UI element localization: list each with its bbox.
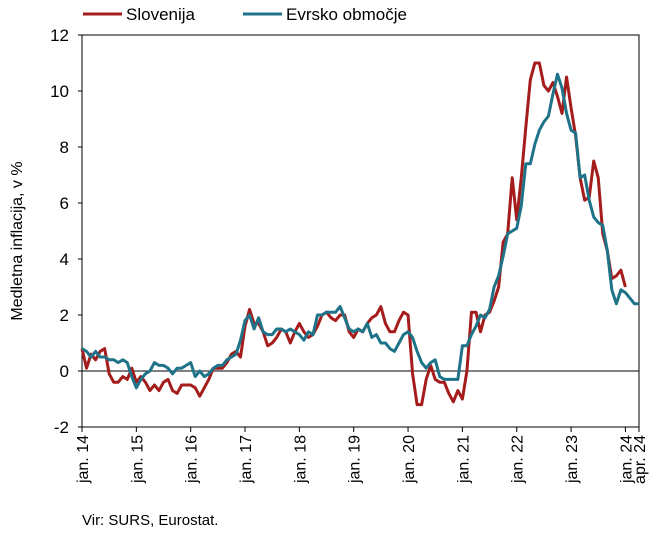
series-line-evrsko-obmocje bbox=[81, 72, 639, 390]
series-group bbox=[80, 61, 639, 407]
x-axis: jan. 14 jan. 15 jan. 16 jan. 17 jan. 18 jan. … bbox=[75, 427, 649, 484]
y-axis-label: Medletna inflacija, v % bbox=[9, 161, 26, 320]
x-tick-label: apr. 24 bbox=[632, 435, 649, 484]
x-tick-label: jan. 20 bbox=[401, 435, 418, 484]
y-tick-label: 2 bbox=[60, 306, 69, 325]
legend: Slovenija Evrsko območje bbox=[83, 5, 407, 24]
x-tick-label: jan. 18 bbox=[292, 435, 309, 484]
legend-label-slovenija: Slovenija bbox=[126, 5, 196, 24]
y-tick-label: 12 bbox=[50, 26, 69, 45]
y-tick-label: 8 bbox=[60, 138, 69, 157]
legend-label-evrsko-obmocje: Evrsko območje bbox=[286, 5, 407, 24]
x-tick-label: jan. 17 bbox=[238, 435, 255, 484]
x-tick-label: jan. 16 bbox=[184, 435, 201, 484]
series-line-slovenija bbox=[80, 61, 627, 407]
plot-frame bbox=[81, 34, 640, 428]
y-tick-label: 10 bbox=[50, 82, 69, 101]
y-tick-label: 0 bbox=[60, 362, 69, 381]
source-note: Vir: SURS, Eurostat. bbox=[82, 512, 218, 529]
x-tick-label: jan. 23 bbox=[564, 435, 581, 484]
x-tick-label: jan. 24 bbox=[618, 435, 635, 484]
y-tick-label: -2 bbox=[54, 418, 69, 437]
y-tick-label: 6 bbox=[60, 194, 69, 213]
x-tick-label: jan. 22 bbox=[510, 435, 527, 484]
y-tick-label: 4 bbox=[60, 250, 69, 269]
x-tick-label: jan. 14 bbox=[75, 435, 92, 484]
x-tick-label: jan. 19 bbox=[347, 435, 364, 484]
y-axis: -2 0 2 4 6 8 10 12 bbox=[50, 26, 82, 437]
x-tick-label: jan. 15 bbox=[129, 435, 146, 484]
x-tick-label: jan. 21 bbox=[455, 435, 472, 484]
